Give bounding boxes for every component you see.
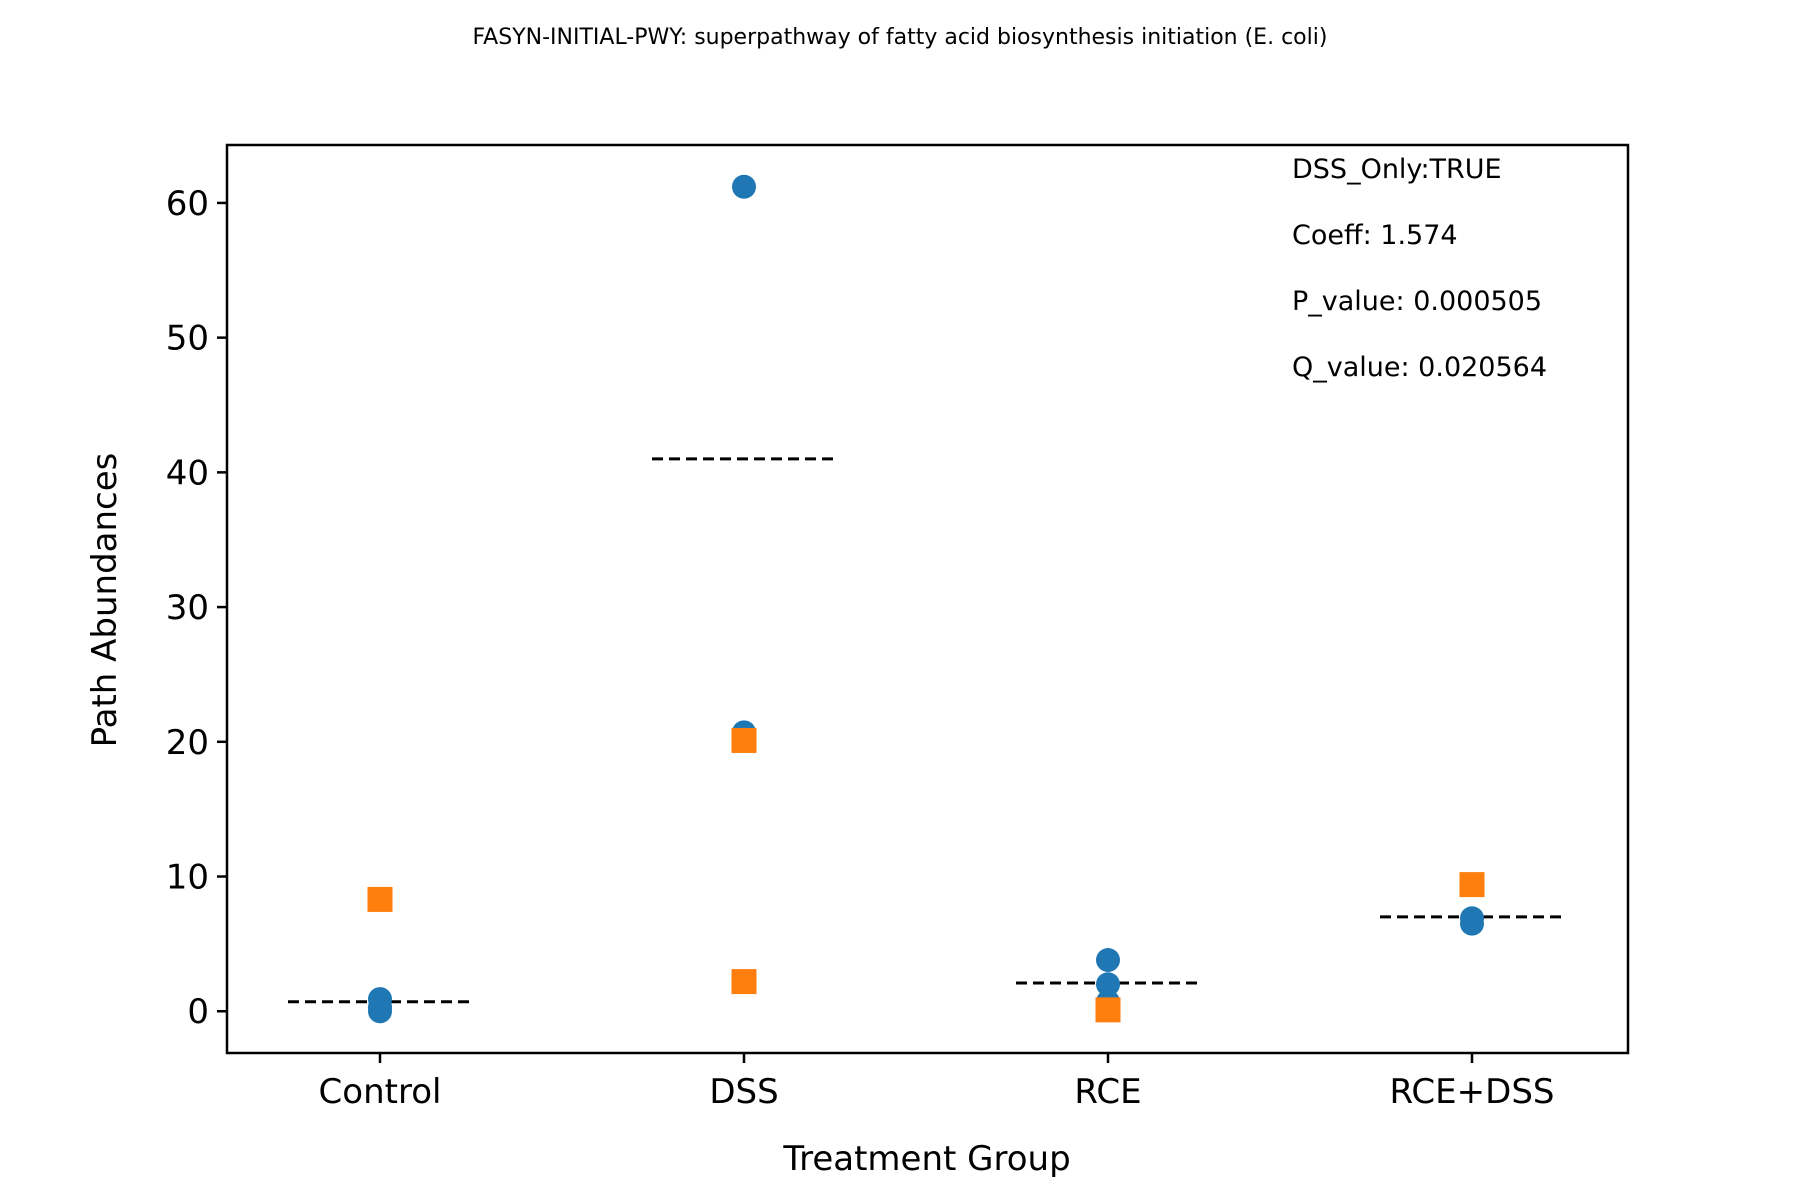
plot-area-frame xyxy=(225,143,1630,1055)
y-tick-label: 0 xyxy=(187,992,209,1032)
y-axis: 0 10 20 30 40 50 60 xyxy=(166,184,227,1032)
y-axis-label: Path Abundances xyxy=(85,453,125,748)
data-point-square xyxy=(367,886,393,912)
data-point-square xyxy=(1459,872,1485,898)
stats-annotation: Q_value: 0.020564 xyxy=(1292,352,1547,383)
x-axis-label: Treatment Group xyxy=(782,1139,1070,1179)
data-point-square xyxy=(1095,997,1121,1023)
x-tick-label: DSS xyxy=(709,1072,778,1112)
stats-annotation: Coeff: 1.574 xyxy=(1292,220,1458,251)
group-mean-lines xyxy=(288,457,1564,1004)
x-tick-label: Control xyxy=(319,1072,442,1112)
y-tick-label: 10 xyxy=(166,858,209,898)
data-point-square xyxy=(731,727,757,753)
y-tick-label: 60 xyxy=(166,184,209,224)
y-tick-label: 30 xyxy=(166,588,209,628)
x-axis: Control DSS RCE RCE+DSS xyxy=(319,1053,1555,1112)
data-points xyxy=(367,174,1485,1024)
x-tick-label: RCE+DSS xyxy=(1390,1072,1555,1112)
data-point-circle xyxy=(368,995,392,1020)
data-point-circle xyxy=(1096,948,1120,973)
stats-annotation: DSS_Only:TRUE xyxy=(1292,154,1502,185)
chart-title: FASYN-INITIAL-PWY: superpathway of fatty… xyxy=(473,25,1328,50)
y-tick-label: 50 xyxy=(166,319,209,359)
data-point-square xyxy=(731,969,757,995)
stats-annotation: P_value: 0.000505 xyxy=(1292,286,1542,317)
y-tick-label: 20 xyxy=(166,723,209,763)
data-point-circle xyxy=(1096,972,1120,997)
data-point-circle xyxy=(1460,911,1484,936)
stats-annotations: DSS_Only:TRUE Coeff: 1.574 P_value: 0.0005… xyxy=(1292,154,1547,383)
x-tick-label: RCE xyxy=(1074,1072,1141,1112)
data-point-circle xyxy=(732,174,756,199)
y-tick-label: 40 xyxy=(166,453,209,493)
